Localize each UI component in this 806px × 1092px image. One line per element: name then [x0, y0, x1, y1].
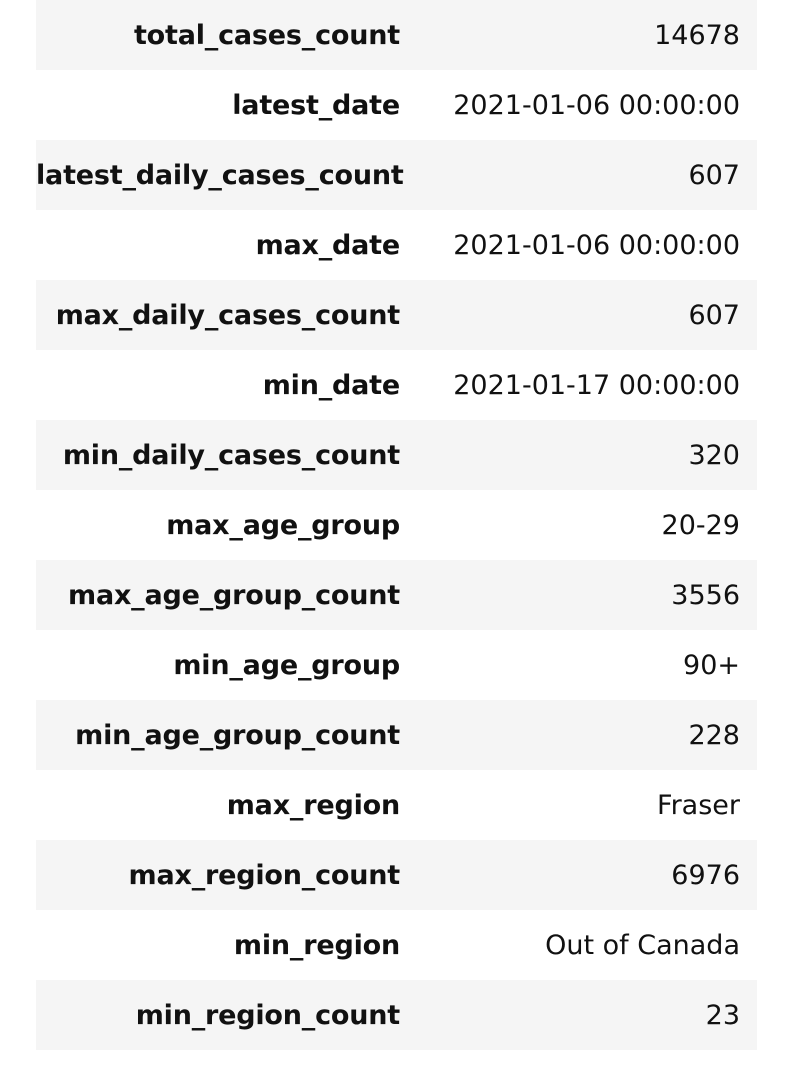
row-value: 14678 [654, 19, 740, 51]
summary-table: total_cases_count 14678 latest_date 2021… [36, 0, 757, 1050]
summary-table-body: total_cases_count 14678 latest_date 2021… [36, 0, 757, 1050]
row-key: min_region [233, 929, 400, 961]
row-key: min_age_group_count [75, 719, 400, 751]
table-row: max_age_group 20-29 [36, 490, 757, 560]
table-row: latest_date 2021-01-06 00:00:00 [36, 70, 757, 140]
row-key: total_cases_count [133, 19, 400, 51]
row-key: max_date [255, 229, 401, 261]
row-value: 6976 [671, 859, 740, 891]
table-row: min_date 2021-01-17 00:00:00 [36, 350, 757, 420]
table-row: max_age_group_count 3556 [36, 560, 757, 630]
row-key: min_age_group [173, 649, 400, 681]
row-key: latest_date [232, 89, 400, 121]
row-key: max_daily_cases_count [55, 299, 401, 331]
row-value: 3556 [671, 579, 740, 611]
row-key: min_daily_cases_count [62, 439, 400, 471]
row-value: 228 [688, 719, 740, 751]
row-key: latest_daily_cases_count [36, 159, 404, 191]
row-value: 2021-01-06 00:00:00 [453, 229, 740, 261]
row-value: 607 [688, 159, 740, 191]
table-row: latest_daily_cases_count 607 [36, 140, 757, 210]
table-row: min_region Out of Canada [36, 910, 757, 980]
row-value: 90+ [683, 649, 740, 681]
row-value: 2021-01-06 00:00:00 [453, 89, 740, 121]
row-key: min_region_count [135, 999, 400, 1031]
table-row: max_region Fraser [36, 770, 757, 840]
row-value: Fraser [657, 789, 740, 821]
row-key: max_region [226, 789, 400, 821]
row-value: 23 [705, 999, 740, 1031]
table-row: min_daily_cases_count 320 [36, 420, 757, 490]
table-row: max_region_count 6976 [36, 840, 757, 910]
row-key: min_date [262, 369, 400, 401]
table-row: min_region_count 23 [36, 980, 757, 1050]
row-key: max_region_count [128, 859, 401, 891]
table-row: min_age_group_count 228 [36, 700, 757, 770]
table-row: total_cases_count 14678 [36, 0, 757, 70]
row-value: 320 [688, 439, 740, 471]
row-key: max_age_group_count [68, 579, 400, 611]
row-value: 20-29 [661, 509, 740, 541]
table-row: min_age_group 90+ [36, 630, 757, 700]
row-value: 607 [688, 299, 740, 331]
table-row: max_date 2021-01-06 00:00:00 [36, 210, 757, 280]
row-key: max_age_group [166, 509, 400, 541]
table-row: max_daily_cases_count 607 [36, 280, 757, 350]
row-value: 2021-01-17 00:00:00 [453, 369, 740, 401]
row-value: Out of Canada [545, 929, 740, 961]
